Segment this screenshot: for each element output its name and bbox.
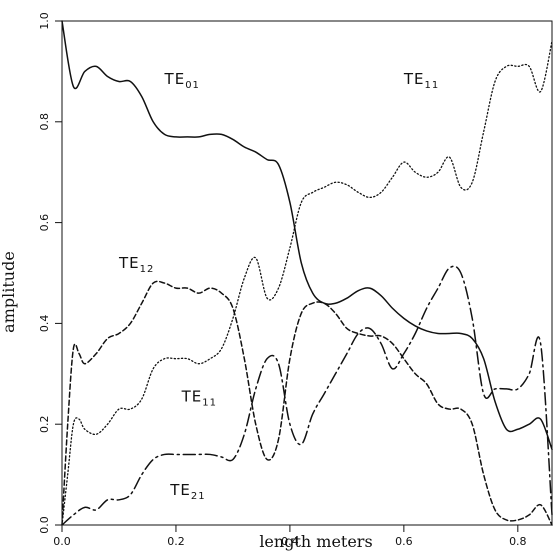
y-tick-label: 0.4 — [38, 315, 51, 333]
curve-labels: TE01 TE11 TE12 TE11 TE21 — [118, 70, 439, 502]
plot-area — [61, 20, 553, 526]
curve-label-te21: TE21 — [169, 481, 205, 502]
y-axis-ticks: 0.0 0.2 0.4 0.6 0.8 1.0 — [38, 12, 62, 534]
x-tick-label: 0.2 — [167, 535, 185, 548]
series-line-te11 — [61, 40, 553, 526]
x-axis-ticks: 0.0 0.2 0.4 0.6 0.8 — [53, 525, 527, 548]
x-tick-label: 0.0 — [53, 535, 71, 548]
series-line-te21 — [61, 265, 553, 526]
series-line-te01 — [61, 20, 553, 451]
x-tick-label: 0.8 — [509, 535, 527, 548]
y-axis-label: amplitude — [0, 251, 18, 333]
curve-label-te11: TE11 — [181, 388, 217, 409]
curve-label-te01: TE01 — [164, 70, 200, 91]
y-tick-label: 0.0 — [38, 516, 51, 534]
x-tick-label: 0.6 — [395, 535, 413, 548]
curve-label-te12: TE12 — [118, 254, 154, 275]
y-tick-label: 0.6 — [38, 214, 51, 232]
x-axis-label: length meters — [259, 532, 372, 551]
curve-label-te11: TE11 — [403, 70, 439, 91]
x-tick-label: 0.4 — [281, 535, 299, 548]
series-line-te12 — [61, 280, 553, 526]
y-tick-label: 1.0 — [38, 12, 51, 30]
plot-frame — [61, 20, 553, 526]
y-tick-label: 0.8 — [38, 113, 51, 131]
y-tick-label: 0.2 — [38, 415, 51, 433]
curves — [61, 20, 553, 526]
